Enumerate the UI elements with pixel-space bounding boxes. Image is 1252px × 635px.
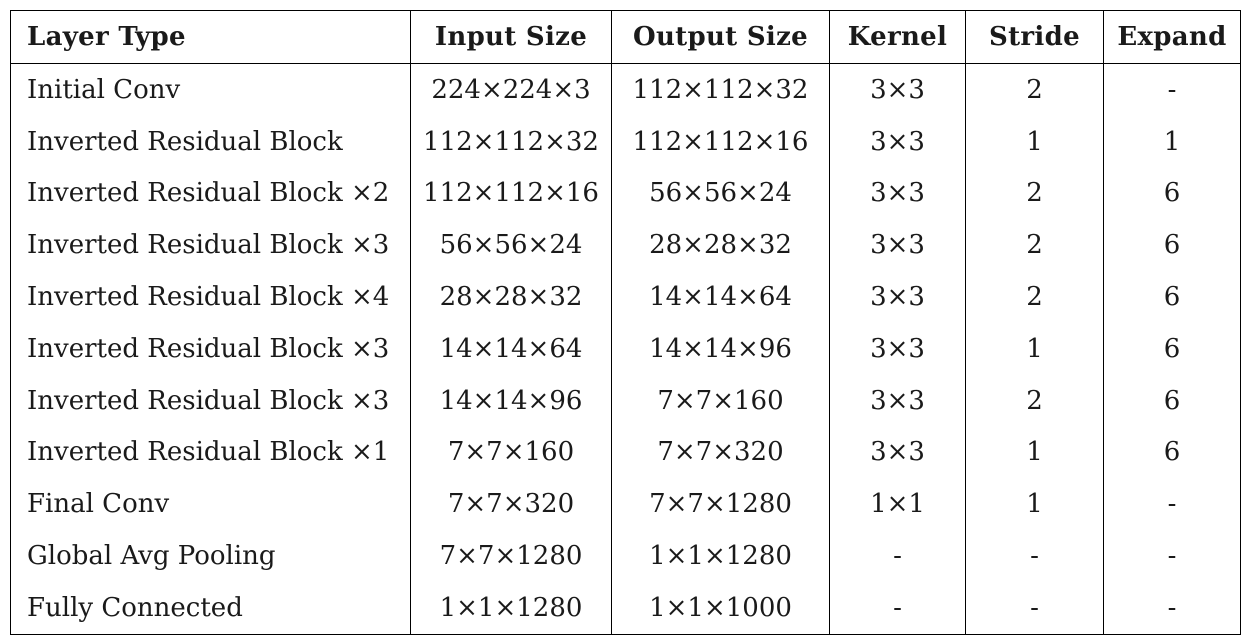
cell-input-size: 7×7×1280 [410, 530, 612, 582]
cell-kernel: 1×1 [829, 478, 966, 531]
cell-expand: 1 [1103, 115, 1241, 168]
cell-stride: 2 [965, 167, 1104, 220]
cell-kernel: 3×3 [829, 63, 966, 116]
cell-input-size: 224×224×3 [410, 63, 612, 116]
cell-output-size: 112×112×32 [611, 63, 830, 116]
cell-input-size: 14×14×64 [410, 322, 612, 375]
cell-kernel: 3×3 [829, 322, 966, 375]
cell-expand: 6 [1103, 271, 1241, 323]
table-row: Inverted Residual Block ×3 14×14×96 7×7×16… [10, 374, 1241, 427]
cell-stride: - [965, 530, 1104, 582]
cell-layer-type: Inverted Residual Block ×4 [10, 271, 411, 323]
cell-kernel: 3×3 [829, 426, 966, 479]
table-row: Final Conv 7×7×320 7×7×1280 1×1 1- [10, 478, 1241, 531]
cell-stride: 1 [965, 322, 1104, 375]
cell-stride: 1 [965, 426, 1104, 479]
cell-output-size: 7×7×1280 [611, 478, 830, 531]
table-row: Fully Connected 1×1×1280 1×1×1000- - - [10, 581, 1241, 635]
cell-input-size: 7×7×320 [410, 478, 612, 531]
table-row: Inverted Residual Block ×4 28×28×32 14×14×… [10, 271, 1241, 323]
cell-layer-type: Inverted Residual Block [10, 115, 411, 168]
cell-kernel: 3×3 [829, 115, 966, 168]
architecture-table: Layer Type Input Size Output Size Kernel Str… [10, 10, 1241, 635]
column-header-layer-type: Layer Type [10, 10, 411, 64]
cell-input-size: 1×1×1280 [410, 581, 612, 635]
cell-input-size: 7×7×160 [410, 426, 612, 479]
table-row: Inverted Residual Block ×1 7×7×160 7×7×320… [10, 426, 1241, 479]
cell-expand: - [1103, 581, 1241, 635]
cell-stride: - [965, 581, 1104, 635]
table-row: Initial Conv 224×224×3 112×112×32 3×3 2- [10, 63, 1241, 116]
cell-output-size: 112×112×16 [611, 115, 830, 168]
cell-layer-type: Inverted Residual Block ×3 [10, 322, 411, 375]
cell-kernel: - [829, 530, 966, 582]
column-header-output-size: Output Size [611, 10, 830, 64]
cell-expand: - [1103, 63, 1241, 116]
cell-stride: 2 [965, 219, 1104, 272]
cell-kernel: 3×3 [829, 374, 966, 427]
cell-output-size: 1×1×1000 [611, 581, 830, 635]
cell-stride: 2 [965, 63, 1104, 116]
cell-output-size: 7×7×160 [611, 374, 830, 427]
cell-kernel: 3×3 [829, 219, 966, 272]
table-row: Global Avg Pooling 7×7×1280 1×1×1280- - - [10, 530, 1241, 582]
cell-input-size: 14×14×96 [410, 374, 612, 427]
cell-layer-type: Global Avg Pooling [10, 530, 411, 582]
cell-layer-type: Inverted Residual Block ×3 [10, 219, 411, 272]
cell-kernel: 3×3 [829, 271, 966, 323]
cell-input-size: 28×28×32 [410, 271, 612, 323]
cell-expand: - [1103, 530, 1241, 582]
cell-layer-type: Fully Connected [10, 581, 411, 635]
cell-layer-type: Inverted Residual Block ×1 [10, 426, 411, 479]
table-body: Initial Conv 224×224×3 112×112×32 3×3 2- Inve… [10, 63, 1241, 635]
cell-layer-type: Inverted Residual Block ×3 [10, 374, 411, 427]
cell-expand: 6 [1103, 322, 1241, 375]
table-row: Inverted Residual Block 112×112×32 112×112… [10, 115, 1241, 168]
cell-input-size: 56×56×24 [410, 219, 612, 272]
cell-expand: 6 [1103, 219, 1241, 272]
cell-stride: 1 [965, 478, 1104, 531]
table-row: Inverted Residual Block ×3 14×14×64 14×14×… [10, 322, 1241, 375]
cell-output-size: 14×14×64 [611, 271, 830, 323]
column-header-input-size: Input Size [410, 10, 612, 64]
table-row: Inverted Residual Block ×2 112×112×16 56×5… [10, 167, 1241, 220]
table-header: Layer Type Input Size Output Size Kernel Str… [10, 10, 1241, 64]
cell-stride: 2 [965, 271, 1104, 323]
cell-layer-type: Inverted Residual Block ×2 [10, 167, 411, 220]
cell-input-size: 112×112×32 [410, 115, 612, 168]
cell-layer-type: Initial Conv [10, 63, 411, 116]
cell-output-size: 56×56×24 [611, 167, 830, 220]
cell-expand: 6 [1103, 167, 1241, 220]
cell-stride: 1 [965, 115, 1104, 168]
cell-stride: 2 [965, 374, 1104, 427]
cell-layer-type: Final Conv [10, 478, 411, 531]
cell-kernel: 3×3 [829, 167, 966, 220]
cell-output-size: 1×1×1280 [611, 530, 830, 582]
column-header-kernel: Kernel [829, 10, 966, 64]
cell-output-size: 7×7×320 [611, 426, 830, 479]
cell-output-size: 14×14×96 [611, 322, 830, 375]
cell-input-size: 112×112×16 [410, 167, 612, 220]
column-header-stride: Stride [965, 10, 1104, 64]
column-header-expand: Expand [1103, 10, 1241, 64]
table-row: Inverted Residual Block ×3 56×56×24 28×28×… [10, 219, 1241, 272]
cell-kernel: - [829, 581, 966, 635]
cell-expand: - [1103, 478, 1241, 531]
cell-output-size: 28×28×32 [611, 219, 830, 272]
header-row: Layer Type Input Size Output Size Kernel Str… [10, 10, 1241, 64]
cell-expand: 6 [1103, 374, 1241, 427]
cell-expand: 6 [1103, 426, 1241, 479]
